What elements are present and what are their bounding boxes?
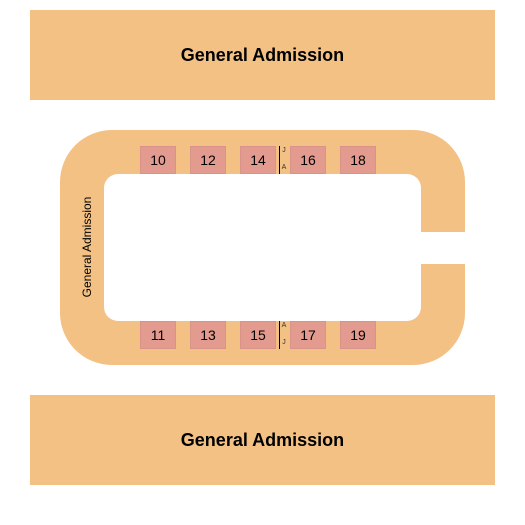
arena-floor xyxy=(104,174,421,321)
seating-chart: General Admission General Admission 10 12… xyxy=(0,0,525,525)
seat-section-18[interactable]: 18 xyxy=(340,146,376,174)
seat-section-16[interactable]: 16 xyxy=(290,146,326,174)
ga-side-label: General Admission xyxy=(80,197,94,298)
seat-section-19[interactable]: 19 xyxy=(340,321,376,349)
ga-top-label: General Admission xyxy=(181,45,344,66)
row-marker-top-upper: J xyxy=(280,147,288,154)
seat-section-14[interactable]: 14 xyxy=(240,146,276,174)
ga-top[interactable]: General Admission xyxy=(30,10,495,100)
seat-section-10[interactable]: 10 xyxy=(140,146,176,174)
row-marker-bottom-lower: J xyxy=(280,339,288,346)
ga-bottom[interactable]: General Admission xyxy=(30,395,495,485)
row-marker-bottom-upper: A xyxy=(280,322,288,329)
seat-section-15[interactable]: 15 xyxy=(240,321,276,349)
ga-bottom-label: General Admission xyxy=(181,430,344,451)
seat-section-11[interactable]: 11 xyxy=(140,321,176,349)
seat-section-13[interactable]: 13 xyxy=(190,321,226,349)
arena-right-gap xyxy=(421,232,465,264)
seat-section-12[interactable]: 12 xyxy=(190,146,226,174)
seat-section-17[interactable]: 17 xyxy=(290,321,326,349)
row-marker-top-lower: A xyxy=(280,164,288,171)
ga-side-label-wrap: General Admission xyxy=(80,197,94,298)
